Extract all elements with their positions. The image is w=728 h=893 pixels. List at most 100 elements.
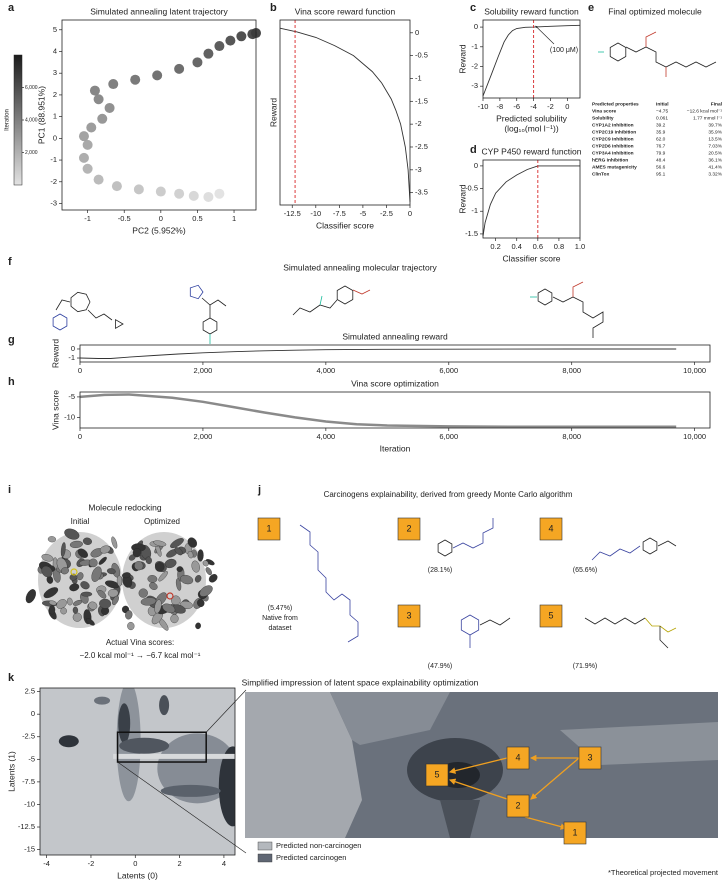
protein-helix bbox=[170, 538, 184, 549]
series-line bbox=[79, 348, 677, 359]
colorbar-label: Iteration bbox=[5, 109, 11, 131]
x-axis-label: Classifier score bbox=[316, 220, 374, 230]
y-tick-label: -3 bbox=[471, 81, 478, 90]
y-tick-label: -10 bbox=[64, 412, 75, 421]
protein-helix bbox=[69, 540, 83, 548]
label: Optimized bbox=[144, 517, 180, 526]
protein-helix bbox=[162, 603, 176, 614]
trajectory-point bbox=[93, 94, 104, 105]
box-note: (71.9%) bbox=[573, 663, 598, 670]
x-tick-label: 4,000 bbox=[316, 432, 335, 441]
box-note: (47.9%) bbox=[428, 663, 453, 670]
y-tick-label: -5 bbox=[28, 754, 35, 763]
protein-helix bbox=[205, 567, 212, 576]
molecule-ring bbox=[189, 284, 204, 300]
y-tick-label: -3 bbox=[50, 198, 57, 207]
x-tick-label: 0.6 bbox=[533, 242, 543, 251]
table-cell: CYP2D6 inhibition bbox=[592, 143, 634, 149]
table-cell: 79.9 bbox=[656, 150, 666, 156]
molecule-bond bbox=[299, 524, 359, 643]
protein-helix bbox=[197, 549, 204, 562]
movement-arrow bbox=[524, 816, 568, 830]
x-tick-label: -5 bbox=[360, 209, 367, 218]
x-tick-label: 0.4 bbox=[512, 242, 522, 251]
panel-title: Simplified impression of latent space ex… bbox=[242, 677, 479, 687]
contour-region bbox=[94, 696, 111, 705]
molecule-bond bbox=[591, 545, 641, 561]
molecule-bond bbox=[644, 617, 677, 633]
protein-helix bbox=[76, 572, 84, 581]
x-tick-label: -8 bbox=[497, 102, 504, 111]
y-tick-label: -12.5 bbox=[18, 822, 35, 831]
colorbar-tick-label: 4,000 bbox=[25, 117, 38, 123]
table-cell: 13.5% bbox=[708, 136, 722, 142]
molecule-bond bbox=[659, 626, 669, 649]
y-tick-label: -1 bbox=[68, 353, 75, 362]
plot-frame bbox=[482, 159, 581, 239]
trajectory-point bbox=[133, 184, 144, 195]
protein-helix bbox=[60, 567, 69, 575]
y-axis-label: Vina score bbox=[50, 390, 60, 430]
series-line bbox=[279, 27, 411, 202]
x-tick-label: -12.5 bbox=[284, 209, 301, 218]
table-cell: 48.4 bbox=[656, 157, 666, 163]
box-note: (65.6%) bbox=[573, 567, 598, 574]
protein-helix bbox=[43, 587, 59, 599]
panel-letter: g bbox=[8, 334, 15, 346]
protein-helix bbox=[194, 575, 202, 583]
table-cell: 36.1% bbox=[708, 157, 722, 163]
label: Initial bbox=[71, 517, 90, 526]
protein-helix bbox=[66, 597, 73, 606]
box-label: 3 bbox=[587, 752, 592, 762]
trajectory-point bbox=[152, 70, 163, 81]
colorbar bbox=[13, 54, 23, 186]
protein-helix bbox=[41, 565, 53, 578]
box-label: 2 bbox=[515, 800, 520, 810]
y-tick-label: -1 bbox=[471, 206, 478, 215]
contour-region bbox=[218, 746, 235, 827]
molecule-bond bbox=[645, 31, 657, 47]
protein-helix bbox=[134, 561, 144, 571]
trajectory-point bbox=[111, 181, 122, 192]
protein-helix bbox=[195, 622, 201, 630]
x-tick-label: 0.5 bbox=[192, 214, 202, 223]
plot-frame bbox=[279, 19, 411, 206]
panel-letter: a bbox=[8, 2, 15, 14]
legend-label: Predicted carcinogen bbox=[276, 853, 346, 862]
trajectory-point bbox=[174, 63, 185, 74]
annotation-arrow bbox=[535, 25, 555, 45]
table-cell: −12.6 kcal mol⁻¹ bbox=[687, 108, 723, 114]
table-cell: AMES mutagenicity bbox=[592, 164, 637, 170]
molecule-bond bbox=[292, 299, 338, 316]
zoom-region bbox=[440, 800, 480, 838]
panel-title: Carcinogens explainability, derived from… bbox=[324, 490, 573, 499]
protein-helix bbox=[175, 578, 182, 591]
series-line bbox=[79, 393, 677, 429]
annotation: (100 μM) bbox=[550, 47, 578, 54]
trajectory-point bbox=[89, 85, 100, 96]
table-cell: CYP2C19 inhibition bbox=[592, 129, 636, 135]
contour-band bbox=[113, 753, 235, 759]
y-tick-label: -0.5 bbox=[465, 184, 478, 193]
zoom-region bbox=[330, 692, 450, 745]
protein-helix bbox=[47, 536, 57, 543]
table-cell: CYP2C9 inhibition bbox=[592, 136, 634, 142]
protein-helix bbox=[140, 597, 157, 606]
caption: Actual Vina scores: bbox=[106, 638, 174, 647]
x-axis-label: Latents (0) bbox=[117, 870, 158, 880]
x-axis-label: PC2 (5.952%) bbox=[132, 225, 186, 235]
zoom-connector bbox=[205, 689, 247, 733]
molecule-bond bbox=[625, 46, 717, 68]
molecule-ring bbox=[609, 42, 627, 62]
x-tick-label: -2 bbox=[88, 859, 95, 868]
legend-label: Predicted non-carcinogen bbox=[276, 841, 361, 850]
x-tick-label: 8,000 bbox=[562, 432, 581, 441]
protein-helix bbox=[199, 585, 213, 597]
x-tick-label: -7.5 bbox=[333, 209, 346, 218]
x-tick-label: 0.8 bbox=[554, 242, 564, 251]
panel-letter: d bbox=[470, 144, 477, 156]
plot-frame bbox=[79, 344, 711, 363]
x-tick-label: 0 bbox=[408, 209, 412, 218]
table-header: Initial bbox=[656, 101, 669, 107]
